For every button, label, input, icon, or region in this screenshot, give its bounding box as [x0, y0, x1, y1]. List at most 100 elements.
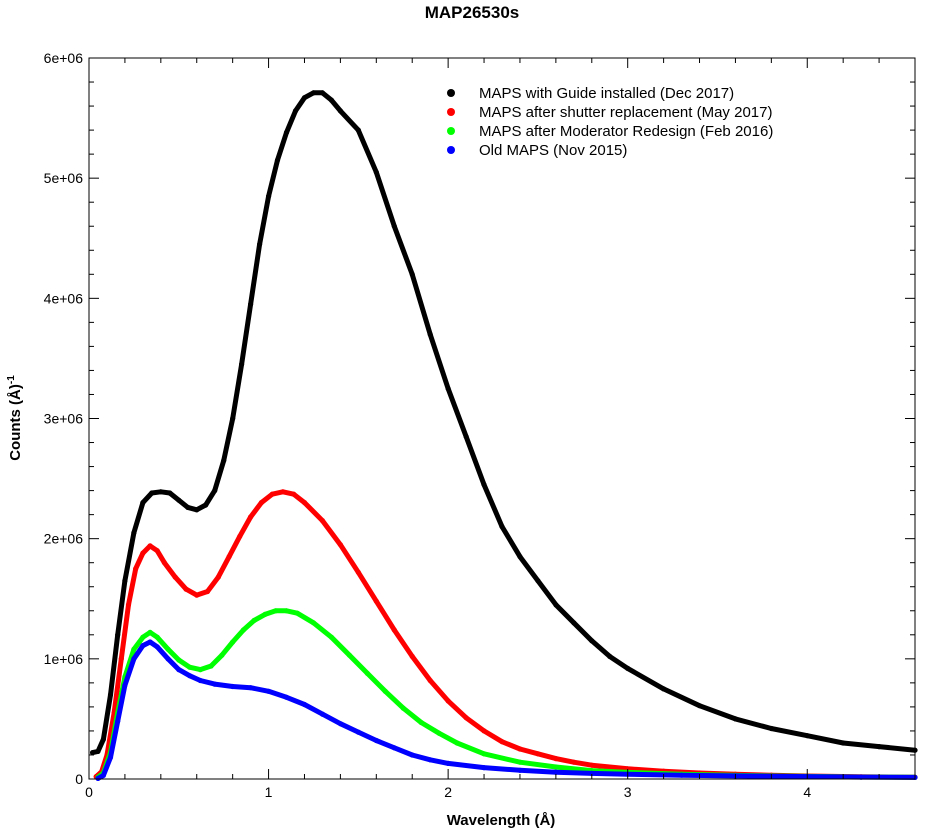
- x-tick-label: 2: [444, 784, 452, 800]
- series-1-point-13: [194, 592, 200, 598]
- series-2-point-10: [176, 657, 182, 663]
- series-0-point-3: [107, 692, 114, 698]
- series-0-point-11: [176, 497, 182, 503]
- series-3-point-11: [187, 673, 193, 679]
- series-0-point-21: [266, 193, 272, 199]
- series-2-point-12: [197, 667, 203, 673]
- series-0-point-7: [140, 500, 146, 506]
- series-3-point-25: [427, 757, 433, 763]
- series-3: [95, 639, 918, 782]
- series-0-point-26: [310, 90, 317, 96]
- series-0-point-50: [804, 733, 810, 739]
- series-0-point-12: [185, 504, 191, 510]
- series-0-point-25: [301, 95, 308, 101]
- y-tick-label: 0: [75, 771, 83, 787]
- series-1-point-20: [269, 491, 275, 497]
- y-axis-label: Counts (Å)-1: [6, 375, 24, 461]
- series-0-point-8: [149, 490, 155, 496]
- series-2-point-8: [154, 634, 160, 640]
- series-0-point-9: [158, 489, 164, 495]
- legend-item-2: MAPS after Moderator Redesign (Feb 2016): [447, 123, 773, 140]
- y-tick-label: 4e+06: [44, 290, 84, 306]
- series-1-point-12: [183, 586, 189, 592]
- series-0-point-28: [328, 97, 334, 103]
- series-0-point-51: [840, 740, 846, 746]
- series-0-point-43: [589, 638, 595, 644]
- series-3-point-6: [140, 643, 146, 649]
- series-2-line: [95, 608, 918, 780]
- series-1-point-10: [161, 560, 167, 566]
- series-0-point-5: [122, 578, 128, 584]
- series-2-point-7: [147, 629, 153, 636]
- series-3-point-3: [115, 718, 121, 724]
- series-2-point-5: [131, 646, 137, 652]
- legend-label: Old MAPS (Nov 2015): [479, 142, 627, 159]
- series-0-point-48: [732, 716, 739, 722]
- series-3-point-0: [95, 775, 101, 782]
- series-1-point-9: [154, 548, 160, 554]
- series-3-point-27: [481, 765, 487, 771]
- series-3-point-17: [283, 694, 290, 700]
- series-0-point-15: [212, 488, 218, 494]
- series-2-point-31: [481, 751, 487, 757]
- series-3-point-28: [517, 767, 523, 773]
- series-3-point-19: [319, 711, 325, 717]
- series-3-point-21: [355, 729, 361, 735]
- series-1-point-26: [355, 569, 361, 575]
- y-tick-label: 2e+06: [44, 531, 84, 547]
- series-0-point-16: [221, 458, 227, 464]
- series-2-point-24: [346, 652, 352, 658]
- series-2-point-30: [454, 740, 460, 746]
- series-1-point-24: [319, 518, 325, 524]
- series-3-point-16: [266, 688, 272, 694]
- series-0-point-36: [463, 433, 469, 440]
- series-0-point-52: [876, 744, 882, 750]
- legend-label: MAPS with Guide installed (Dec 2017): [479, 85, 734, 102]
- series-0-point-23: [283, 129, 290, 136]
- series-0-point-6: [131, 530, 137, 536]
- series-0-point-33: [409, 271, 415, 277]
- series-2-point-6: [140, 634, 146, 640]
- chart-title: MAP26530s: [425, 3, 520, 22]
- legend-marker: [447, 146, 455, 154]
- series-1-point-8: [147, 543, 153, 549]
- series-2-point-28: [418, 719, 424, 726]
- series-0-point-4: [115, 632, 121, 638]
- series-1-point-14: [204, 588, 211, 595]
- series-3-point-23: [391, 745, 397, 751]
- series-2-point-27: [400, 705, 406, 711]
- plot-frame: [88, 57, 916, 780]
- series-2-point-9: [165, 646, 171, 652]
- series-1-point-17: [237, 533, 243, 539]
- series-0-point-20: [257, 241, 263, 247]
- series-2-point-29: [436, 730, 442, 736]
- series-0: [90, 90, 918, 756]
- series-1-point-18: [248, 514, 254, 520]
- series-1-point-34: [499, 739, 505, 745]
- series-1-point-31: [445, 698, 451, 704]
- series-3-point-8: [154, 644, 160, 650]
- series-0-point-22: [274, 157, 281, 163]
- legend-marker: [447, 89, 455, 97]
- series-1-point-16: [226, 554, 232, 560]
- series-3-point-2: [107, 754, 114, 761]
- series-3-point-7: [147, 639, 153, 645]
- series-2-point-21: [294, 610, 300, 616]
- series-2-point-32: [517, 759, 523, 765]
- series-3-point-14: [230, 683, 236, 690]
- series-2-point-14: [219, 652, 225, 658]
- series-2-point-18: [262, 611, 268, 618]
- series-1-point-35: [517, 746, 523, 752]
- series-3-point-29: [553, 769, 559, 775]
- series-3-point-20: [337, 721, 343, 727]
- series-0-point-0: [90, 750, 96, 756]
- series-1-point-27: [373, 598, 379, 604]
- series-1-point-29: [409, 653, 415, 660]
- series-0-point-31: [373, 169, 379, 175]
- series-0-point-41: [553, 602, 559, 608]
- series-1-point-5: [125, 602, 132, 608]
- x-tick-label: 4: [803, 784, 811, 800]
- series-3-point-4: [122, 682, 128, 688]
- series-2-point-22: [310, 620, 317, 626]
